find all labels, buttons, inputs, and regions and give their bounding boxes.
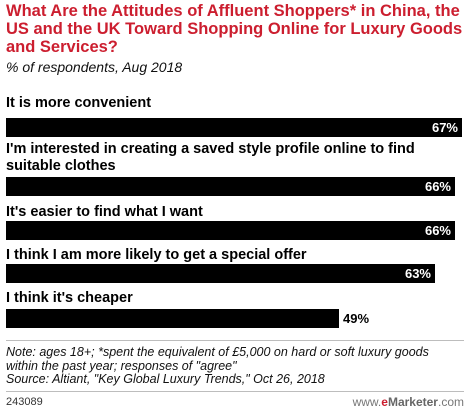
footnote: Note: ages 18+; *spent the equivalent of… xyxy=(6,345,464,387)
bar-label: I'm interested in creating a saved style… xyxy=(6,141,415,174)
bar-value-label: 66% xyxy=(424,179,451,194)
bar-value-label: 66% xyxy=(424,223,451,238)
chart-id: 243089 xyxy=(6,396,43,408)
footnote-note: Note: ages 18+; *spent the equivalent of… xyxy=(6,345,429,373)
logo-e: e xyxy=(381,395,388,409)
bar xyxy=(6,177,455,196)
bar-label: I think it's cheaper xyxy=(6,290,133,306)
bar xyxy=(6,264,435,283)
emarketer-logo: www.eMarketer.com xyxy=(353,395,464,409)
logo-suffix: .com xyxy=(437,395,464,409)
bar xyxy=(6,221,455,240)
bar xyxy=(6,309,339,328)
bar-value-label: 63% xyxy=(404,266,431,281)
footnote-source: Source: Altiant, "Key Global Luxury Tren… xyxy=(6,372,325,386)
bar-value-label: 49% xyxy=(343,311,370,326)
bar xyxy=(6,118,462,137)
footer-divider xyxy=(6,340,464,341)
bar-value-label: 67% xyxy=(431,120,458,135)
bar-label: It's easier to find what I want xyxy=(6,204,203,220)
bar-label: It is more convenient xyxy=(6,95,152,111)
logo-brand: Marketer xyxy=(387,395,438,409)
chart-title: What Are the Attitudes of Affluent Shopp… xyxy=(6,2,463,56)
footer-divider-bottom xyxy=(6,391,464,392)
logo-prefix: www. xyxy=(352,395,382,409)
chart-subtitle: % of respondents, Aug 2018 xyxy=(6,59,183,75)
bar-label: I think I am more likely to get a specia… xyxy=(6,247,307,263)
